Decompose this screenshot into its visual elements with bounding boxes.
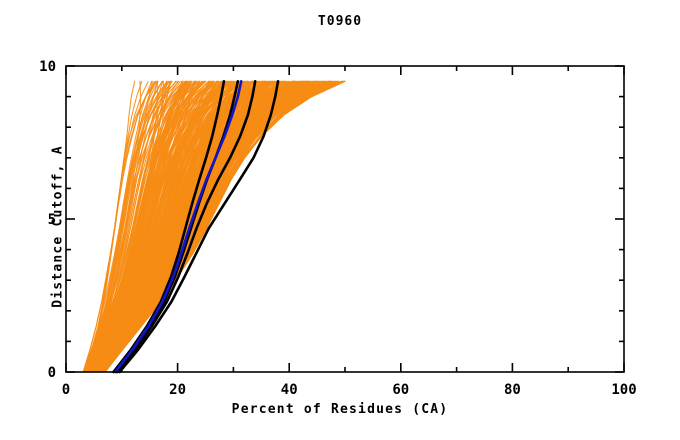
ensemble-curve xyxy=(97,80,277,373)
ensemble-curve xyxy=(96,80,274,373)
x-tick-label: 20 xyxy=(169,382,186,398)
highlight-curves xyxy=(112,80,280,374)
ensemble-curve xyxy=(103,80,329,373)
x-tick-label: 40 xyxy=(281,382,298,398)
highlight-curve-highlight-black-3 xyxy=(116,80,257,374)
ensemble-curve xyxy=(87,80,184,373)
ensemble-curve xyxy=(93,80,238,373)
ensemble-curve xyxy=(84,80,159,373)
ensemble-curve xyxy=(85,80,172,373)
y-tick-label: 5 xyxy=(48,212,56,228)
highlight-curve-highlight-blue-1 xyxy=(113,80,243,374)
chart-title: T0960 xyxy=(317,14,363,29)
ensemble-curve xyxy=(104,80,346,373)
x-tick-label: 0 xyxy=(62,382,70,398)
ensemble-curve xyxy=(97,80,279,373)
ensemble-curve xyxy=(91,80,221,373)
x-axis-title: Percent of Residues (CA) xyxy=(231,402,449,417)
ensemble-curve xyxy=(89,80,201,373)
y-tick-label: 10 xyxy=(39,59,56,75)
ensemble-curve xyxy=(99,80,298,373)
ensemble-curve xyxy=(98,80,283,373)
ensemble-curve xyxy=(83,80,153,373)
ensemble-curve xyxy=(102,80,326,373)
highlight-curve-highlight-black-4 xyxy=(118,80,280,374)
ensemble-curves xyxy=(82,80,346,373)
ensemble-curve xyxy=(87,80,190,373)
ensemble-curve xyxy=(91,80,229,373)
axes: 0 20 40 60 80 100 0 5 10 xyxy=(39,59,637,398)
x-tick-label: 100 xyxy=(611,382,636,398)
y-axis-title: Distance Cutoff, A xyxy=(50,145,66,308)
x-tick-label: 60 xyxy=(392,382,409,398)
ensemble-curve xyxy=(99,80,291,373)
ensemble-curve xyxy=(86,80,178,373)
x-tick-label: 80 xyxy=(504,382,521,398)
ensemble-curve xyxy=(91,80,233,373)
ensemble-curve xyxy=(87,80,188,373)
ensemble-curve xyxy=(90,80,210,373)
ensemble-curve xyxy=(96,80,266,373)
ensemble-curve xyxy=(91,80,218,373)
highlight-curve-highlight-black-1 xyxy=(112,80,226,374)
ensemble-curve xyxy=(90,80,220,373)
ensemble-curve xyxy=(82,80,136,373)
y-tick-label: 0 xyxy=(48,365,56,381)
ensemble-curve xyxy=(89,80,204,373)
